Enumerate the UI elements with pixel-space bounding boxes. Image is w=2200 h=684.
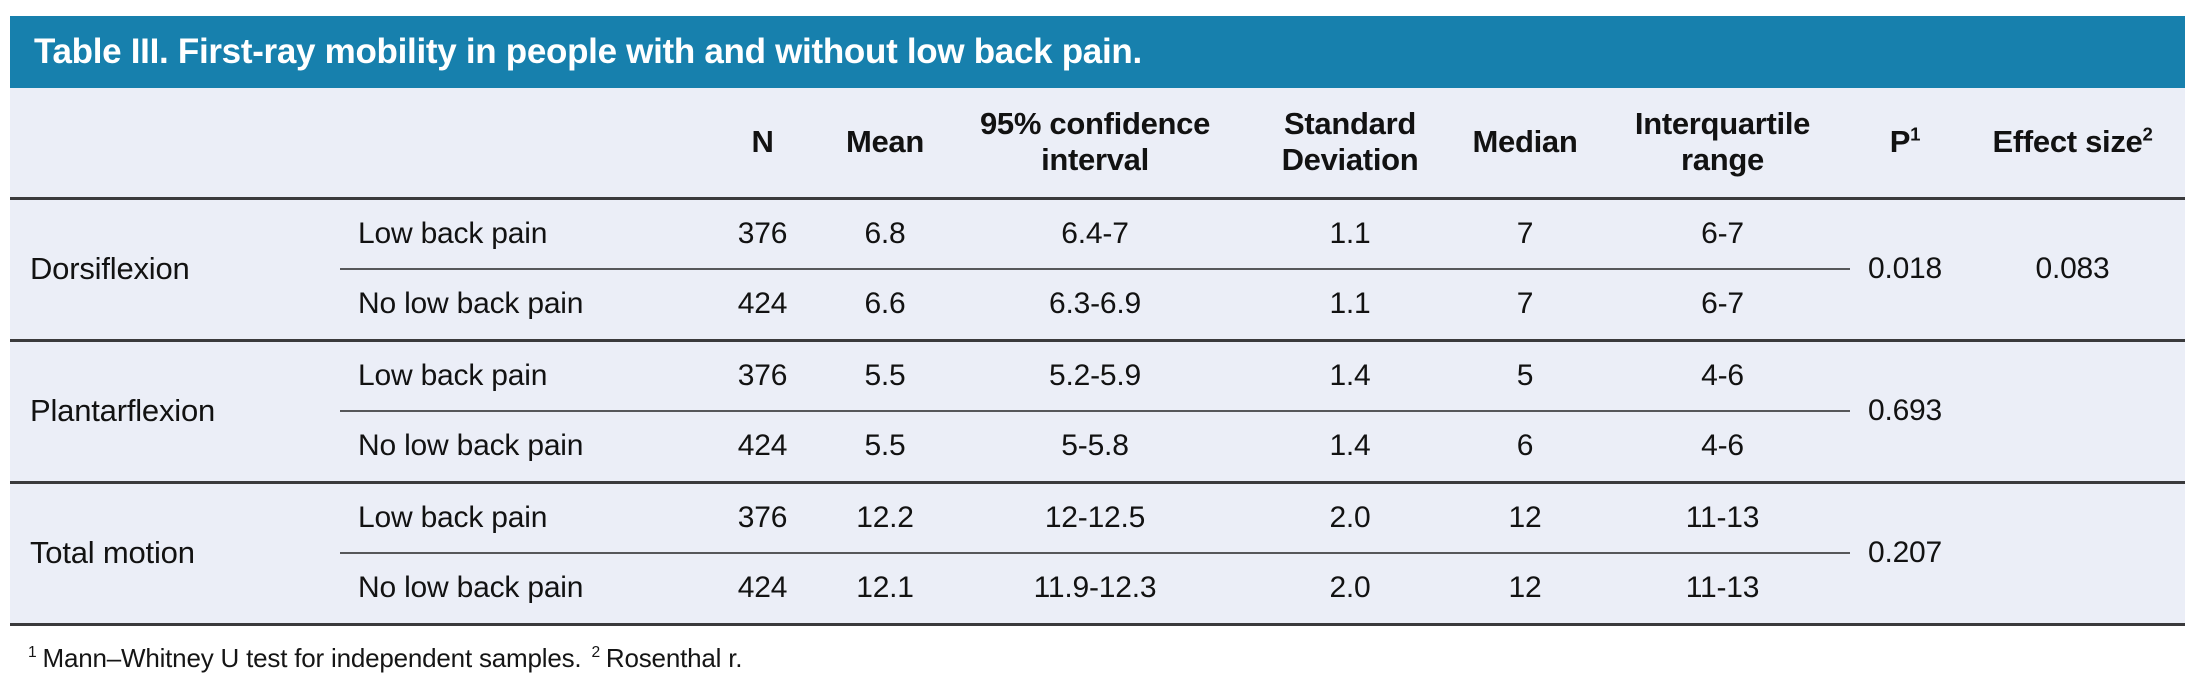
table-title-bar: Table III. First-ray mobility in people …: [10, 16, 2185, 88]
mean-cell: 6.8: [825, 198, 945, 270]
table-header: N Mean 95% confidence interval Standard …: [10, 88, 2185, 198]
sd-cell: 1.4: [1245, 340, 1455, 412]
median-cell: 7: [1455, 198, 1595, 270]
col-header-n: N: [751, 123, 774, 159]
group-total-motion: Total motion Low back pain 376 12.2 12-1…: [10, 482, 2185, 624]
col-header-group: [340, 88, 700, 198]
n-cell: 376: [700, 340, 825, 412]
col-header-effect-size: Effect size2: [1960, 88, 2185, 198]
median-cell: 5: [1455, 340, 1595, 412]
n-cell: 424: [737, 429, 788, 463]
mean-cell: 6.6: [864, 287, 906, 321]
row-label: Dorsiflexion: [30, 251, 190, 286]
row-label: Plantarflexion: [30, 393, 216, 428]
table-row: No low back pain 424 6.6 6.3-6.9 1.1 7 6…: [10, 269, 2185, 340]
col-header-ci: 95% confidence interval: [979, 105, 1211, 178]
col-header-sd: Standard Deviation: [1281, 105, 1419, 178]
group-cell: No low back pain: [358, 287, 584, 321]
group-cell: Low back pain: [340, 482, 700, 554]
table-container: Table III. First-ray mobility in people …: [10, 16, 2185, 674]
median-cell: 12: [1455, 482, 1595, 554]
group-dorsiflexion: Dorsiflexion Low back pain 376 6.8 6.4-7…: [10, 198, 2185, 340]
group-cell: No low back pain: [358, 571, 584, 605]
row-label: Total motion: [30, 535, 195, 570]
effect-size-cell: 0.083: [2035, 252, 2110, 285]
median-cell: 7: [1516, 287, 1534, 321]
header-row: N Mean 95% confidence interval Standard …: [10, 88, 2185, 198]
col-header-median: Median: [1472, 123, 1578, 159]
data-table: N Mean 95% confidence interval Standard …: [10, 88, 2185, 626]
effect-size-superscript: 2: [2142, 123, 2153, 145]
n-cell: 424: [737, 287, 788, 321]
ci-cell: 6.3-6.9: [1049, 287, 1141, 321]
n-cell: 376: [700, 482, 825, 554]
sd-cell: 2.0: [1329, 571, 1371, 605]
iqr-cell: 11-13: [1595, 482, 1850, 554]
iqr-cell: 6-7: [1595, 198, 1850, 270]
sd-cell: 2.0: [1245, 482, 1455, 554]
group-cell: Low back pain: [340, 340, 700, 412]
iqr-cell: 6-7: [1701, 287, 1744, 321]
median-cell: 12: [1508, 571, 1542, 605]
effect-size-cell: [1960, 340, 2185, 482]
table-row: No low back pain 424 5.5 5-5.8 1.4 6 4-6: [10, 411, 2185, 482]
mean-cell: 12.1: [856, 571, 914, 605]
n-cell: 376: [700, 198, 825, 270]
p-superscript: 1: [1910, 123, 1921, 145]
group-cell: Low back pain: [340, 198, 700, 270]
p-value-cell: 0.207: [1867, 536, 1943, 569]
ci-cell: 5-5.8: [1061, 429, 1129, 463]
footnote-text-1: Mann–Whitney U test for independent samp…: [42, 642, 582, 673]
group-cell: No low back pain: [358, 429, 584, 463]
mean-cell: 5.5: [864, 429, 906, 463]
effect-size-cell: [1960, 482, 2185, 624]
table-row: Plantarflexion Low back pain 376 5.5 5.2…: [10, 340, 2185, 428]
ci-cell: 6.4-7: [945, 198, 1245, 270]
sd-cell: 1.4: [1329, 429, 1371, 463]
mean-cell: 12.2: [825, 482, 945, 554]
ci-cell: 11.9-12.3: [1033, 571, 1157, 605]
table-row: No low back pain 424 12.1 11.9-12.3 2.0 …: [10, 553, 2185, 624]
footnote-text-2: Rosenthal r.: [605, 642, 743, 673]
footnote-superscript-2: 2: [591, 643, 600, 661]
p-label: P: [1889, 123, 1911, 159]
median-cell: 6: [1516, 429, 1534, 463]
p-value-cell: 0.693: [1867, 394, 1943, 427]
table-title: Table III. First-ray mobility in people …: [34, 32, 1142, 71]
col-header-rowlabel: [10, 88, 340, 198]
col-header-mean: Mean: [845, 123, 925, 159]
ci-cell: 12-12.5: [945, 482, 1245, 554]
table-footnote: 1 Mann–Whitney U test for independent sam…: [28, 643, 2185, 674]
effect-size-label: Effect size: [1992, 123, 2143, 159]
iqr-cell: 4-6: [1595, 340, 1850, 412]
iqr-cell: 4-6: [1701, 429, 1744, 463]
sd-cell: 1.1: [1245, 198, 1455, 270]
ci-cell: 5.2-5.9: [945, 340, 1245, 412]
table-row: Dorsiflexion Low back pain 376 6.8 6.4-7…: [10, 198, 2185, 286]
footnote-superscript-1: 1: [28, 643, 37, 661]
col-header-p: P1: [1850, 88, 1960, 198]
iqr-cell: 11-13: [1685, 571, 1760, 605]
col-header-iqr: Interquartile range: [1634, 105, 1811, 178]
mean-cell: 5.5: [825, 340, 945, 412]
sd-cell: 1.1: [1329, 287, 1371, 321]
group-plantarflexion: Plantarflexion Low back pain 376 5.5 5.2…: [10, 340, 2185, 482]
n-cell: 424: [737, 571, 788, 605]
table-row: Total motion Low back pain 376 12.2 12-1…: [10, 482, 2185, 570]
p-value-cell: 0.018: [1867, 252, 1943, 285]
